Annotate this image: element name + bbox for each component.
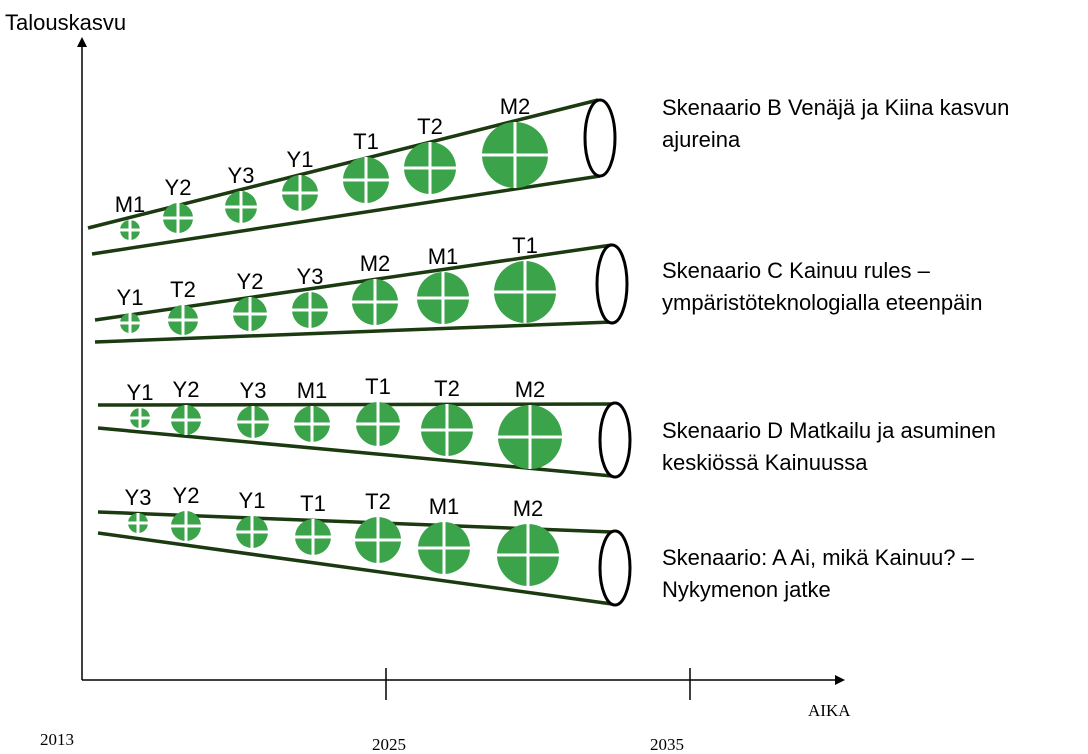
ball-label: T2	[365, 489, 391, 514]
ball-label: M2	[515, 377, 546, 402]
ball-label: T1	[300, 491, 326, 516]
cone-edge	[97, 402, 613, 407]
ball-label: Y2	[173, 483, 200, 508]
ball-label: Y2	[237, 269, 264, 294]
scenario-description: Skenaario B Venäjä ja Kiina kasvun	[662, 95, 1009, 120]
ball-label: Y1	[239, 488, 266, 513]
scenario-description: Skenaario D Matkailu ja asuminen	[662, 418, 996, 443]
scenario-description: Skenaario: A Ai, mikä Kainuu? –	[662, 545, 975, 570]
ball-label: Y1	[127, 380, 154, 405]
ball-label: T1	[512, 233, 538, 258]
ball-label: Y3	[297, 264, 324, 289]
cone-edge	[91, 174, 601, 256]
ball-label: M2	[360, 251, 391, 276]
y-axis-label: Talouskasvu	[5, 10, 126, 35]
ball-label: M1	[429, 494, 460, 519]
year: 2035	[650, 735, 684, 754]
cone-edge	[94, 320, 613, 344]
cone-opening	[598, 529, 632, 607]
ball-label: M2	[513, 496, 544, 521]
cone-opening	[583, 98, 617, 178]
scenario-description: ajureina	[662, 127, 741, 152]
scenario-description: Nykymenon jatke	[662, 577, 831, 602]
ball-label: Y1	[117, 285, 144, 310]
ball-label: M1	[115, 192, 146, 217]
ball-label: M1	[428, 244, 459, 269]
ball-label: T1	[353, 129, 379, 154]
ball-label: T2	[170, 277, 196, 302]
ball-label: Y2	[165, 175, 192, 200]
scenario-description: keskiössä Kainuussa	[662, 450, 868, 475]
ball-label: Y3	[240, 378, 267, 403]
ball-label: T1	[365, 374, 391, 399]
ball-label: Y2	[173, 377, 200, 402]
ball-label: Y3	[228, 163, 255, 188]
ball-label: Y1	[287, 147, 314, 172]
cone-opening	[598, 401, 632, 479]
ball-label: T2	[434, 376, 460, 401]
scenario-description: ympäristöteknologialla eteenpäin	[662, 290, 982, 315]
ball-label: M2	[500, 94, 531, 119]
ball-label: T2	[417, 114, 443, 139]
year: 2013	[40, 730, 74, 749]
scenario-description: Skenaario C Kainuu rules –	[662, 258, 931, 283]
x-axis-label: AIKA	[808, 701, 851, 720]
ball-label: Y3	[125, 485, 152, 510]
cone-opening	[595, 243, 629, 325]
year: 2025	[372, 735, 406, 754]
ball-label: M1	[297, 378, 328, 403]
cone-edge	[97, 531, 613, 606]
